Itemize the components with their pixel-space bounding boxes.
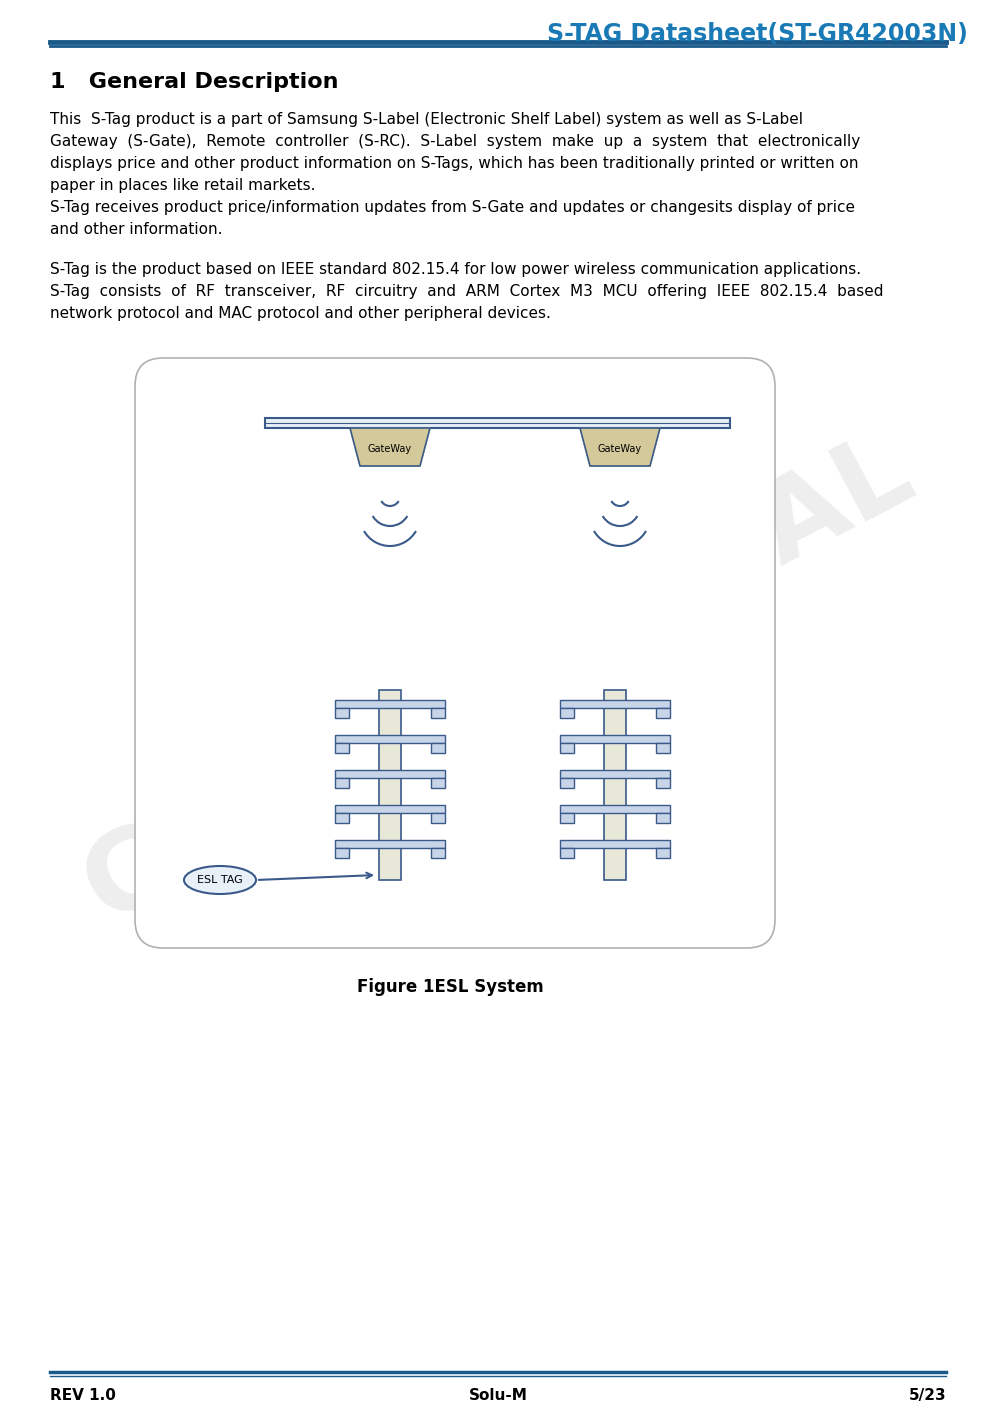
Bar (335, 699, 445, 708)
Bar (560, 699, 670, 708)
Polygon shape (350, 429, 430, 465)
Ellipse shape (184, 866, 256, 894)
Text: GateWay: GateWay (598, 444, 642, 454)
Text: S-Tag  consists  of  RF  transceiver,  RF  circuitry  and  ARM  Cortex  M3  MCU : S-Tag consists of RF transceiver, RF cir… (50, 283, 883, 299)
Bar (335, 778, 349, 788)
Text: displays price and other product information on S-Tags, which has been tradition: displays price and other product informa… (50, 157, 859, 171)
Text: S-Tag is the product based on IEEE standard 802.15.4 for low power wireless comm: S-Tag is the product based on IEEE stand… (50, 262, 862, 276)
Bar (604, 689, 626, 880)
Bar (560, 847, 574, 859)
Bar (656, 847, 670, 859)
Text: REV 1.0: REV 1.0 (50, 1387, 116, 1403)
Bar (431, 778, 445, 788)
Bar (656, 708, 670, 718)
Bar (335, 805, 445, 814)
Bar (560, 814, 574, 823)
Polygon shape (580, 429, 660, 465)
Bar (379, 689, 401, 880)
Bar (431, 743, 445, 753)
Text: and other information.: and other information. (50, 221, 222, 237)
Bar (560, 743, 574, 753)
Text: Figure 1ESL System: Figure 1ESL System (357, 979, 544, 995)
Text: S-Tag receives product price/information updates from S-Gate and updates or chan: S-Tag receives product price/information… (50, 200, 855, 214)
Text: ESL TAG: ESL TAG (197, 876, 243, 885)
Bar (431, 847, 445, 859)
Bar (656, 814, 670, 823)
Bar (335, 735, 445, 743)
Bar (560, 708, 574, 718)
Text: S-TAG Datasheet(ST-GR42003N): S-TAG Datasheet(ST-GR42003N) (547, 23, 968, 47)
Bar (335, 743, 349, 753)
Text: GateWay: GateWay (368, 444, 412, 454)
Bar (335, 770, 445, 778)
Bar (335, 840, 445, 847)
Bar (335, 814, 349, 823)
Bar (560, 778, 574, 788)
Text: Solu-M: Solu-M (468, 1387, 528, 1403)
Bar (335, 847, 349, 859)
FancyBboxPatch shape (135, 358, 775, 948)
Text: network protocol and MAC protocol and other peripheral devices.: network protocol and MAC protocol and ot… (50, 306, 551, 321)
Bar (656, 778, 670, 788)
Bar (560, 805, 670, 814)
Text: 1   General Description: 1 General Description (50, 72, 339, 92)
Bar (560, 735, 670, 743)
Bar (560, 840, 670, 847)
Bar (656, 743, 670, 753)
Bar (431, 814, 445, 823)
Bar (265, 417, 730, 429)
Text: CONFIDENTIAL: CONFIDENTIAL (66, 416, 930, 943)
Text: paper in places like retail markets.: paper in places like retail markets. (50, 178, 316, 193)
Bar (431, 708, 445, 718)
Text: This  S-Tag product is a part of Samsung S-Label (Electronic Shelf Label) system: This S-Tag product is a part of Samsung … (50, 111, 803, 127)
Text: 5/23: 5/23 (908, 1387, 946, 1403)
Text: Gateway  (S-Gate),  Remote  controller  (S-RC).  S-Label  system  make  up  a  s: Gateway (S-Gate), Remote controller (S-R… (50, 134, 861, 149)
Bar (335, 708, 349, 718)
Bar (560, 770, 670, 778)
